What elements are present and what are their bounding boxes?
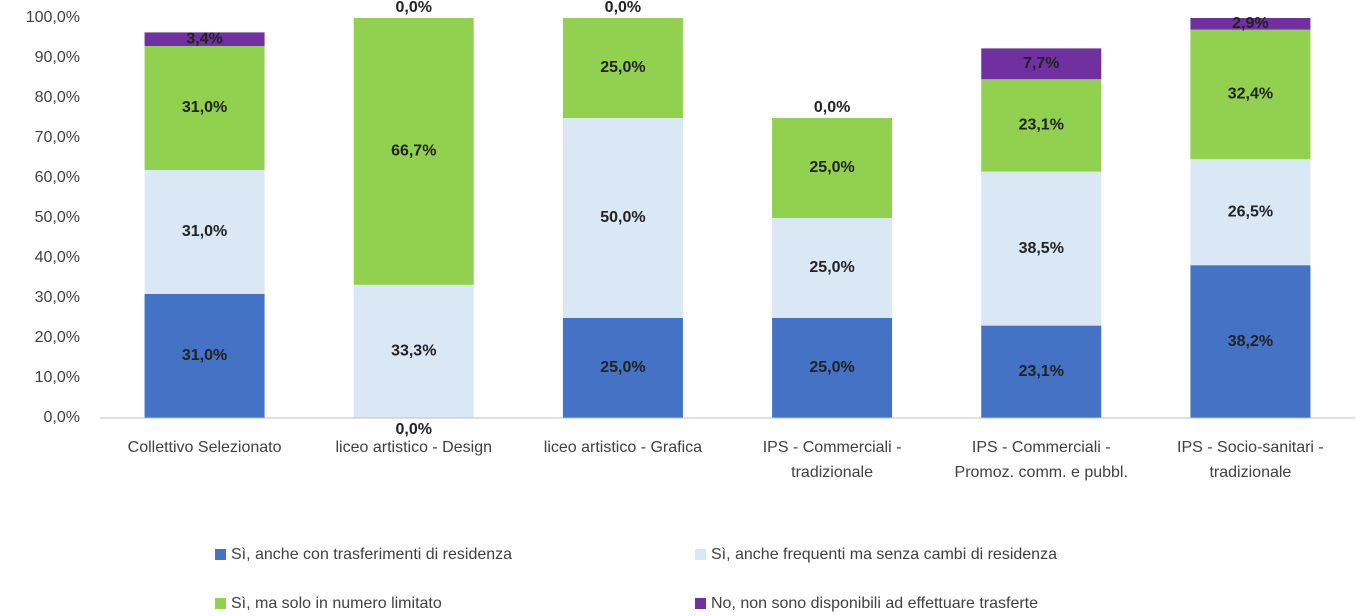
x-tick-label: IPS - Commerciali - tradizionale (762, 439, 902, 481)
bar-segment (144, 32, 265, 46)
data-label: 23,1% (1019, 363, 1064, 380)
bar-segment (772, 118, 893, 218)
bar-segment (981, 325, 1102, 418)
data-label: 38,2% (1228, 333, 1273, 350)
y-tick-label: 90,0% (35, 49, 80, 66)
legend-swatch (695, 598, 706, 609)
data-label: 33,3% (391, 343, 436, 360)
legend-label: Sì, ma solo in numero limitato (231, 595, 442, 612)
data-label: 3,4% (186, 30, 222, 47)
bar-segment (981, 48, 1102, 80)
legend-label: Sì, anche con trasferimenti di residenza (231, 546, 512, 563)
data-label: 25,0% (600, 59, 645, 76)
bar-segment (1190, 159, 1311, 266)
data-label: 23,1% (1019, 117, 1064, 134)
legend-swatch (215, 598, 226, 609)
legend-swatch (695, 549, 706, 560)
data-label: 31,0% (182, 223, 227, 240)
data-label: 25,0% (809, 359, 854, 376)
bar-segment (772, 218, 893, 318)
bar-segment (353, 284, 474, 418)
data-label: 0,0% (605, 0, 641, 16)
data-label: 0,0% (396, 0, 432, 16)
data-label: 0,0% (814, 99, 850, 116)
data-label: 2,9% (1232, 15, 1268, 32)
y-tick-label: 40,0% (35, 249, 80, 266)
x-tick-label: IPS - Commerciali - Promoz. comm. e pubb… (954, 439, 1128, 481)
data-label: 25,0% (600, 359, 645, 376)
x-tick-label: liceo artistico - Design (335, 439, 492, 456)
x-tick-label: Collettivo Selezionato (127, 439, 282, 456)
legend-swatch (215, 549, 226, 560)
bar-segment (144, 46, 265, 170)
bar-segment (1190, 18, 1311, 30)
bar-segment (1190, 29, 1311, 160)
y-tick-label: 80,0% (35, 89, 80, 106)
data-label: 32,4% (1228, 86, 1273, 103)
y-tick-label: 0,0% (44, 409, 80, 426)
data-label: 31,0% (182, 347, 227, 364)
data-label: 50,0% (600, 209, 645, 226)
bar-segment (144, 170, 265, 294)
bar-segment (981, 79, 1102, 172)
data-label: 7,7% (1023, 55, 1059, 72)
data-label: 26,5% (1228, 203, 1273, 220)
y-tick-label: 30,0% (35, 289, 80, 306)
data-label: 38,5% (1019, 240, 1064, 257)
bar-segment (353, 18, 474, 285)
legend-label: No, non sono disponibili ad effettuare t… (711, 595, 1038, 612)
bar-segment (1190, 265, 1311, 418)
bar-segment (562, 18, 683, 118)
bar-segment (981, 171, 1102, 326)
y-tick-label: 100,0% (26, 9, 80, 26)
y-tick-label: 60,0% (35, 169, 80, 186)
y-tick-label: 20,0% (35, 329, 80, 346)
legend-label: Sì, anche frequenti ma senza cambi di re… (711, 546, 1057, 563)
y-tick-label: 50,0% (35, 209, 80, 226)
y-tick-label: 10,0% (35, 369, 80, 386)
x-tick-label: liceo artistico - Grafica (543, 439, 703, 456)
data-label: 31,0% (182, 99, 227, 116)
y-tick-label: 70,0% (35, 129, 80, 146)
bar-segment (562, 118, 683, 318)
bar-segment (144, 294, 265, 418)
x-tick-label: IPS - Socio-sanitari - tradizionale (1177, 439, 1324, 481)
data-label: 25,0% (809, 159, 854, 176)
data-label: 25,0% (809, 259, 854, 276)
data-label: 66,7% (391, 143, 436, 160)
data-label: 0,0% (396, 421, 432, 438)
bar-segment (772, 318, 893, 418)
bar-segment (562, 318, 683, 418)
